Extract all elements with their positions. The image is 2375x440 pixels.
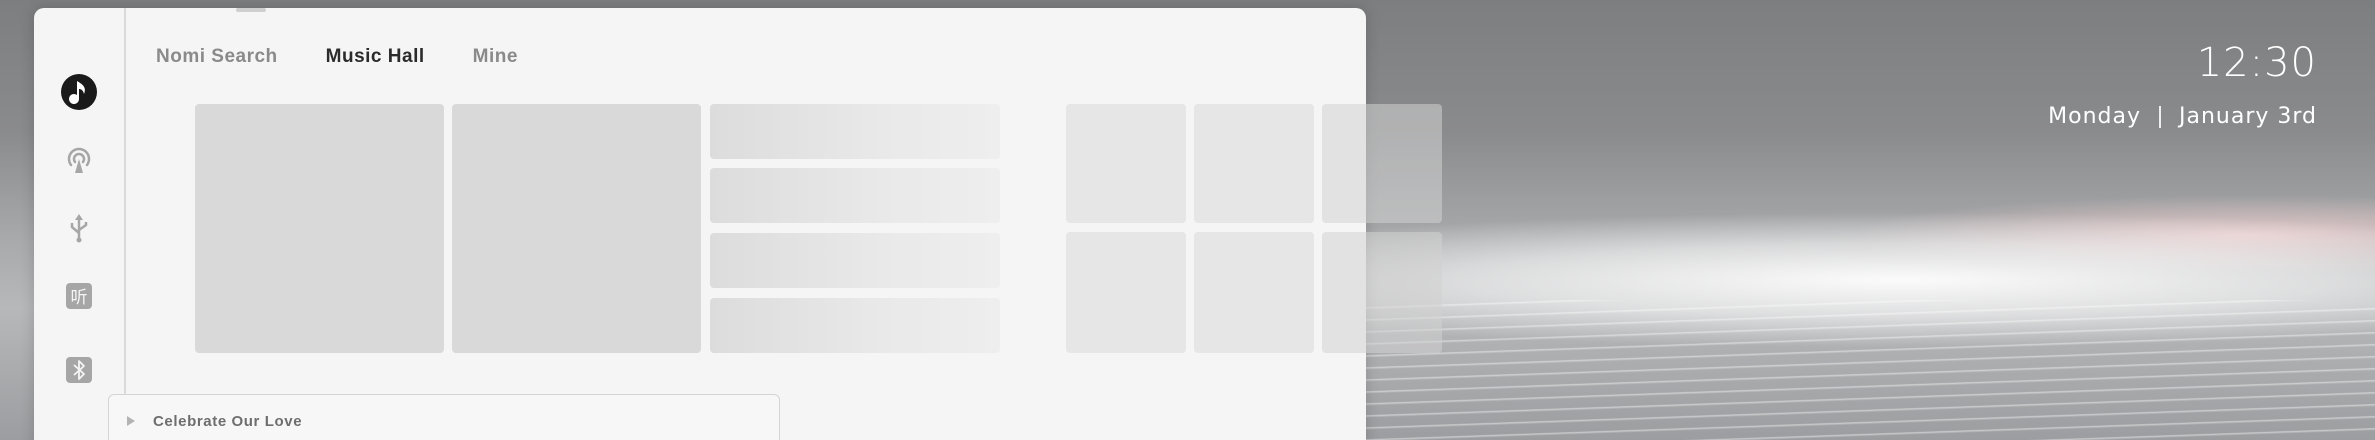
grid-card-placeholder-overflow[interactable]	[1322, 104, 1442, 223]
play-icon[interactable]	[127, 416, 135, 426]
bluetooth-icon[interactable]	[59, 350, 99, 390]
list-row-placeholder[interactable]	[710, 298, 1000, 353]
now-playing-title: Celebrate Our Love	[153, 412, 303, 430]
featured-card-placeholder[interactable]	[452, 104, 701, 353]
grid-card-placeholder[interactable]	[1194, 232, 1314, 353]
date: January 3rd	[2178, 104, 2317, 129]
weekday: Monday	[2048, 104, 2141, 129]
grid-card-placeholder[interactable]	[1194, 104, 1314, 223]
listen-icon[interactable]: 听	[59, 276, 99, 316]
list-row-placeholder[interactable]	[710, 233, 1000, 288]
tab-bar: Nomi Search Music Hall Mine	[156, 46, 566, 68]
grid-card-placeholder-overflow[interactable]	[1322, 232, 1442, 353]
music-note-icon[interactable]	[59, 72, 99, 112]
date-separator	[2158, 105, 2161, 128]
podcast-icon[interactable]	[59, 140, 99, 180]
usb-icon[interactable]	[59, 208, 99, 248]
list-row-placeholder[interactable]	[710, 104, 1000, 159]
desktop-wallpaper-lines	[1300, 300, 2375, 440]
date-display: Monday January 3rd	[2048, 104, 2317, 129]
mini-player[interactable]: Celebrate Our Love	[108, 394, 780, 440]
grid-card-placeholder[interactable]	[1066, 232, 1186, 353]
grid-card-placeholder[interactable]	[1066, 104, 1186, 223]
tab-music-hall[interactable]: Music Hall	[325, 46, 425, 67]
app-sidebar: 听	[34, 8, 126, 440]
tab-mine[interactable]: Mine	[472, 46, 518, 67]
music-app-window: 听 Nomi Search Music Hall Mine Celebrate …	[34, 8, 1366, 440]
clock-time: 12:30	[2196, 40, 2317, 86]
tab-nomi-search[interactable]: Nomi Search	[156, 46, 278, 67]
svg-text:听: 听	[71, 288, 88, 308]
list-row-placeholder[interactable]	[710, 168, 1000, 223]
window-drag-handle[interactable]	[236, 8, 266, 12]
featured-card-placeholder[interactable]	[195, 104, 444, 353]
